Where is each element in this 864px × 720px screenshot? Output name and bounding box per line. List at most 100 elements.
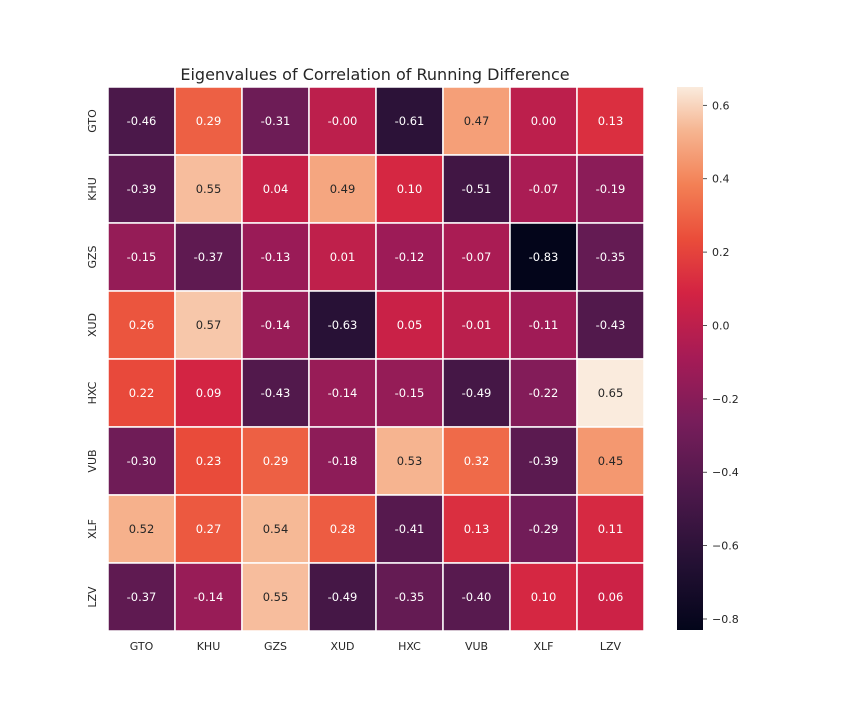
y-tick-label: XUD	[86, 313, 99, 337]
heatmap-cell	[509, 290, 578, 360]
heatmap-cell	[308, 290, 377, 360]
cell-value-label: 0.00	[531, 114, 557, 128]
heatmap-cell	[308, 154, 377, 224]
cell-value-label: -0.22	[529, 386, 559, 400]
cell-value-label: -0.15	[127, 250, 157, 264]
cell-value-label: 0.29	[196, 114, 222, 128]
cell-value-label: 0.01	[330, 250, 356, 264]
cell-value-label: 0.05	[397, 318, 423, 332]
colorbar-tick-label: −0.6	[712, 540, 739, 553]
heatmap-cell	[375, 426, 444, 496]
heatmap-cell	[174, 426, 243, 496]
cell-value-label: 0.49	[330, 182, 356, 196]
heatmap-cell	[107, 562, 176, 632]
heatmap-cell	[576, 222, 645, 292]
heatmap-cell	[375, 358, 444, 428]
colorbar-tick-label: −0.8	[712, 613, 739, 626]
cell-value-label: 0.04	[263, 182, 289, 196]
x-tick-label: GTO	[130, 640, 154, 653]
y-tick-label: HXC	[86, 381, 99, 404]
heatmap-cell	[375, 494, 444, 564]
cell-value-label: 0.52	[129, 522, 155, 536]
heatmap-cell	[308, 222, 377, 292]
heatmap-cell	[442, 426, 511, 496]
heatmap-cell	[107, 86, 176, 156]
colorbar: 0.6 0.4 0.2 0.0 −0.2 −0.4 −0.6 −0.8	[677, 87, 739, 630]
heatmap-cell	[509, 358, 578, 428]
cell-value-label: -0.83	[529, 250, 559, 264]
y-tick-label: LZV	[86, 586, 99, 608]
heatmap-cell	[375, 562, 444, 632]
heatmap-cell	[241, 562, 310, 632]
cell-value-label: -0.01	[462, 318, 492, 332]
cell-value-label: 0.09	[196, 386, 222, 400]
cell-value-label: -0.14	[194, 590, 224, 604]
cell-value-label: 0.65	[598, 386, 624, 400]
cell-value-label: -0.14	[261, 318, 291, 332]
heatmap-cell	[509, 222, 578, 292]
heatmap-cell	[174, 494, 243, 564]
cell-value-label: -0.51	[462, 182, 492, 196]
cell-value-label: -0.39	[127, 182, 157, 196]
colorbar-tick-label: 0.6	[712, 99, 730, 112]
heatmap-cell	[576, 154, 645, 224]
cell-value-label: 0.11	[598, 522, 624, 536]
cell-value-label: -0.61	[395, 114, 425, 128]
cell-value-label: -0.35	[395, 590, 425, 604]
y-tick-label: VUB	[86, 449, 99, 472]
cell-value-label: -0.13	[261, 250, 291, 264]
heatmap-cell	[241, 290, 310, 360]
heatmap-cell	[576, 562, 645, 632]
cell-value-label: -0.43	[596, 318, 626, 332]
x-tick-label: LZV	[600, 640, 622, 653]
heatmap-cell	[576, 494, 645, 564]
heatmap-cell	[576, 426, 645, 496]
cell-value-label: -0.11	[529, 318, 559, 332]
cell-value-label: 0.47	[464, 114, 490, 128]
colorbar-gradient	[677, 87, 703, 630]
cell-value-label: 0.28	[330, 522, 356, 536]
heatmap-cell	[442, 86, 511, 156]
cell-value-label: 0.22	[129, 386, 155, 400]
cell-value-label: 0.10	[531, 590, 557, 604]
heatmap-cell	[241, 494, 310, 564]
y-tick-label: KHU	[86, 177, 99, 201]
cell-value-label: -0.14	[328, 386, 358, 400]
cell-value-label: 0.27	[196, 522, 222, 536]
cell-value-label: -0.07	[462, 250, 492, 264]
cell-value-label: -0.29	[529, 522, 559, 536]
cell-value-label: -0.30	[127, 454, 157, 468]
heatmap-cell	[375, 222, 444, 292]
x-tick-label: GZS	[264, 640, 287, 653]
y-axis: GTO KHU GZS XUD HXC VUB XLF LZV	[86, 109, 99, 608]
x-tick-label: HXC	[398, 640, 421, 653]
x-axis: GTO KHU GZS XUD HXC VUB XLF LZV	[130, 640, 622, 653]
cell-value-label: -0.40	[462, 590, 492, 604]
heatmap-cell	[174, 86, 243, 156]
heatmap-cell	[174, 222, 243, 292]
cell-value-label: 0.55	[196, 182, 222, 196]
colorbar-tick-label: −0.4	[712, 466, 739, 479]
heatmap-cell	[375, 290, 444, 360]
heatmap-cell	[308, 562, 377, 632]
heatmap-cell	[509, 494, 578, 564]
cell-value-label: -0.37	[194, 250, 224, 264]
y-tick-label: GTO	[86, 109, 99, 133]
cell-value-label: -0.63	[328, 318, 358, 332]
cell-value-label: 0.45	[598, 454, 624, 468]
cell-value-label: 0.26	[129, 318, 155, 332]
colorbar-tick-label: 0.2	[712, 246, 730, 259]
heatmap-cell	[509, 426, 578, 496]
cell-value-label: 0.13	[598, 114, 624, 128]
heatmap-cell	[241, 222, 310, 292]
heatmap-cells: -0.46 0.29 -0.31 -0.00 -0.61 0.47 0.00 0.13 -0.3…	[107, 86, 645, 632]
cell-value-label: -0.37	[127, 590, 157, 604]
cell-value-label: 0.13	[464, 522, 490, 536]
colorbar-tick-label: 0.0	[712, 319, 730, 332]
cell-value-label: -0.18	[328, 454, 358, 468]
cell-value-label: -0.07	[529, 182, 559, 196]
cell-value-label: 0.29	[263, 454, 289, 468]
cell-value-label: -0.35	[596, 250, 626, 264]
cell-value-label: -0.46	[127, 114, 157, 128]
